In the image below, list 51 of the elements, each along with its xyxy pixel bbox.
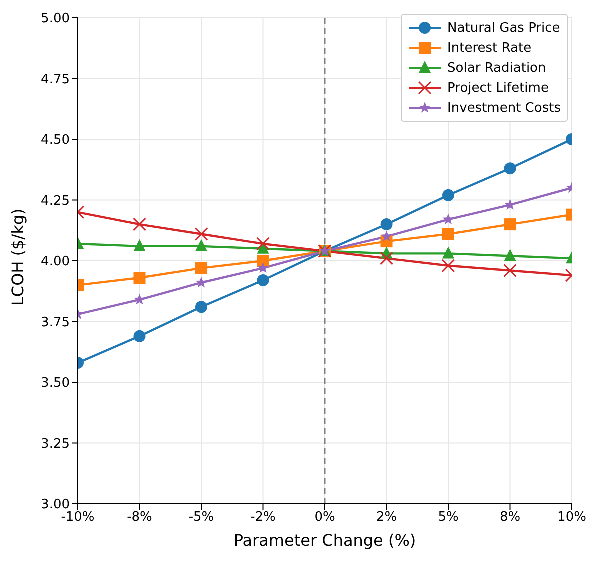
point: [380, 252, 394, 266]
point: [196, 301, 208, 314]
point: [504, 162, 516, 175]
y-tick-label: 3.00: [41, 498, 70, 513]
x-tick-label: 10%: [558, 510, 586, 526]
legend-label: Investment Costs: [448, 100, 561, 116]
point: [256, 237, 270, 251]
point: [194, 228, 208, 242]
point: [134, 272, 146, 284]
point: [381, 230, 392, 242]
point: [196, 262, 208, 274]
point: [196, 239, 208, 252]
x-tick-label: 5%: [438, 510, 459, 526]
point: [504, 218, 516, 231]
point: [442, 246, 454, 259]
point: [442, 228, 454, 240]
y-tick-label: 3.25: [41, 436, 70, 452]
y-tick-label: 3.75: [41, 315, 70, 330]
point: [442, 259, 456, 273]
x-tick-label: 2%: [376, 510, 398, 526]
x-axis-title: Parameter Change (%): [234, 531, 416, 550]
y-tick-label: 4.75: [41, 72, 70, 88]
point: [442, 189, 454, 202]
point: [257, 274, 270, 286]
y-tick-label: 4.25: [41, 194, 70, 209]
point: [133, 218, 146, 232]
y-tick-label: 5.00: [41, 12, 70, 27]
x-tick-label: -8%: [127, 510, 152, 526]
point: [196, 276, 208, 288]
legend-label: Project Lifetime: [448, 80, 549, 96]
y-axis-title: LCOH ($/kg): [8, 208, 28, 306]
y-tick-label: 4.50: [41, 133, 70, 148]
x-tick-label: 8%: [500, 510, 521, 526]
point: [257, 255, 270, 267]
x-tick-label: -5%: [188, 510, 214, 526]
point: [380, 218, 393, 231]
point: [504, 249, 516, 262]
point: [134, 294, 146, 305]
x-tick-label: 0%: [314, 510, 336, 526]
point: [442, 214, 454, 225]
y-tick-label: 3.50: [41, 376, 70, 392]
point: [504, 264, 517, 278]
x-tick-label: -2%: [250, 510, 276, 526]
legend-label: Interest Rate: [448, 40, 532, 56]
x-tick-label: -10%: [61, 510, 95, 526]
point: [134, 330, 146, 342]
legend-label: Natural Gas Price: [448, 20, 560, 36]
y-tick-label: 4.00: [41, 254, 70, 270]
point: [258, 262, 269, 274]
point: [134, 239, 146, 252]
legend-label: Solar Radiation: [448, 60, 546, 76]
